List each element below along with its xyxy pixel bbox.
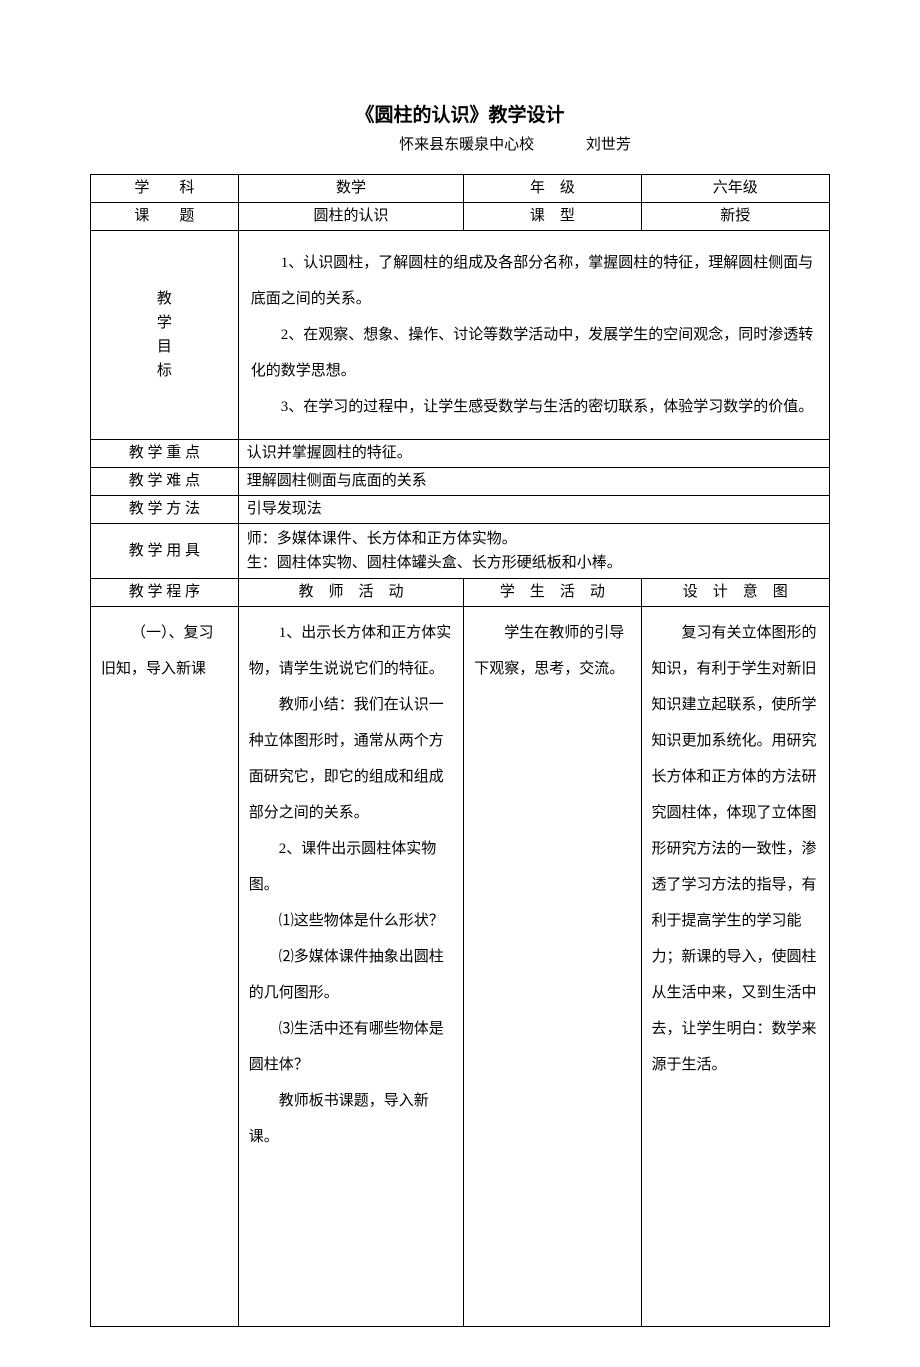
section-title: （一）、复习旧知，导入新课 <box>101 615 228 687</box>
tools-line2: 生：圆柱体实物、圆柱体罐头盒、长方形硬纸板和小棒。 <box>247 555 622 571</box>
design-intent: 复习有关立体图形的知识，有利于学生对新旧知识建立起联系，使所学知识更加系统化。用… <box>641 607 829 1327</box>
teacher-p2: 教师小结：我们在认识一种立体图形时，通常从两个方面研究它，即它的组成和组成部分之… <box>249 687 453 831</box>
teacher-p5: ⑵多媒体课件抽象出圆柱的几何图形。 <box>249 939 453 1011</box>
row-difficulty: 教 学 难 点 理解圆柱侧面与底面的关系 <box>91 468 830 496</box>
row-section-1: （一）、复习旧知，导入新课 1、出示长方体和正方体实物，请学生说说它们的特征。 … <box>91 607 830 1327</box>
row-goals: 教学目标 1、认识圆柱，了解圆柱的组成及各部分名称，掌握圆柱的特征，理解圆柱侧面… <box>91 231 830 440</box>
teacher-p1: 1、出示长方体和正方体实物，请学生说说它们的特征。 <box>249 615 453 687</box>
keypoint-label: 教 学 重 点 <box>91 440 239 468</box>
grade-label: 年 级 <box>464 175 641 203</box>
goals-content: 1、认识圆柱，了解圆柱的组成及各部分名称，掌握圆柱的特征，理解圆柱侧面与底面之间… <box>238 231 829 440</box>
method-label: 教 学 方 法 <box>91 496 239 524</box>
design-intent-label: 设 计 意 图 <box>641 579 829 607</box>
tools-label: 教 学 用 具 <box>91 524 239 579</box>
goal-1: 1、认识圆柱，了解圆柱的组成及各部分名称，掌握圆柱的特征，理解圆柱侧面与底面之间… <box>251 245 817 317</box>
goal-2: 2、在观察、想象、操作、讨论等数学活动中，发展学生的空间观念，同时渗透转化的数学… <box>251 317 817 389</box>
goals-label: 教学目标 <box>91 231 239 440</box>
row-topic: 课 题 圆柱的认识 课 型 新授 <box>91 203 830 231</box>
difficulty-value: 理解圆柱侧面与底面的关系 <box>238 468 829 496</box>
row-keypoint: 教 学 重 点 认识并掌握圆柱的特征。 <box>91 440 830 468</box>
school-name: 怀来县东暖泉中心校 <box>399 133 534 154</box>
goal-3: 3、在学习的过程中，让学生感受数学与生活的密切联系，体验学习数学的价值。 <box>251 389 817 425</box>
keypoint-value: 认识并掌握圆柱的特征。 <box>238 440 829 468</box>
doc-title: 《圆柱的认识》教学设计 <box>90 100 830 127</box>
row-subject: 学 科 数学 年 级 六年级 <box>91 175 830 203</box>
method-value: 引导发现法 <box>238 496 829 524</box>
program-label: 教 学 程 序 <box>91 579 239 607</box>
tools-value: 师：多媒体课件、长方体和正方体实物。 生：圆柱体实物、圆柱体罐头盒、长方形硬纸板… <box>238 524 829 579</box>
teacher-activity: 1、出示长方体和正方体实物，请学生说说它们的特征。 教师小结：我们在认识一种立体… <box>238 607 463 1327</box>
row-method: 教 学 方 法 引导发现法 <box>91 496 830 524</box>
teacher-p7: 教师板书课题，导入新课。 <box>249 1083 453 1155</box>
difficulty-label: 教 学 难 点 <box>91 468 239 496</box>
topic-value: 圆柱的认识 <box>238 203 463 231</box>
intent-p1: 复习有关立体图形的知识，有利于学生对新旧知识建立起联系，使所学知识更加系统化。用… <box>652 615 819 1083</box>
teacher-activity-label: 教 师 活 动 <box>238 579 463 607</box>
teacher-p6: ⑶生活中还有哪些物体是圆柱体？ <box>249 1011 453 1083</box>
author-name: 刘世芳 <box>586 133 631 154</box>
subject-value: 数学 <box>238 175 463 203</box>
teacher-p3: 2、课件出示圆柱体实物图。 <box>249 831 453 903</box>
student-activity: 学生在教师的引导下观察，思考，交流。 <box>464 607 641 1327</box>
student-activity-label: 学 生 活 动 <box>464 579 641 607</box>
classtype-value: 新授 <box>641 203 829 231</box>
tools-line1: 师：多媒体课件、长方体和正方体实物。 <box>247 531 517 547</box>
student-p1: 学生在教师的引导下观察，思考，交流。 <box>474 615 630 687</box>
teacher-p4: ⑴这些物体是什么形状？ <box>249 903 453 939</box>
grade-value: 六年级 <box>641 175 829 203</box>
topic-label: 课 题 <box>91 203 239 231</box>
row-program-header: 教 学 程 序 教 师 活 动 学 生 活 动 设 计 意 图 <box>91 579 830 607</box>
classtype-label: 课 型 <box>464 203 641 231</box>
row-tools: 教 学 用 具 师：多媒体课件、长方体和正方体实物。 生：圆柱体实物、圆柱体罐头… <box>91 524 830 579</box>
doc-subtitle: 怀来县东暖泉中心校 刘世芳 <box>90 133 830 154</box>
section-name: （一）、复习旧知，导入新课 <box>91 607 239 1327</box>
subject-label: 学 科 <box>91 175 239 203</box>
lesson-plan-table: 学 科 数学 年 级 六年级 课 题 圆柱的认识 课 型 新授 教学目标 1、认… <box>90 174 830 1327</box>
